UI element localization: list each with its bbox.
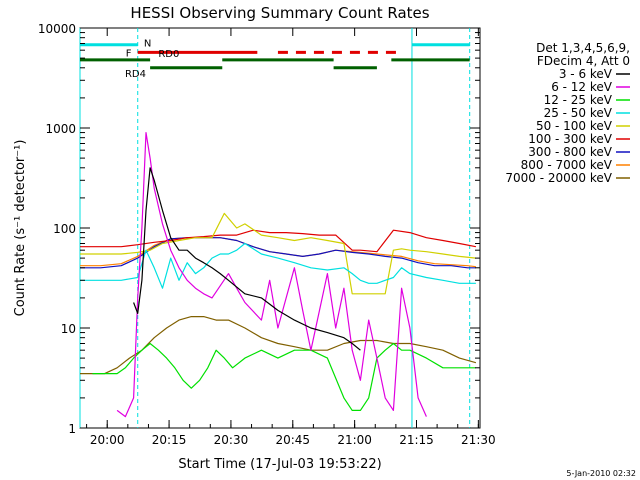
plot-timestamp: 5-Jan-2010 02:32 [566,469,636,478]
x-tick-label-20-00: 20:00 [90,433,125,447]
series-line-300-800-kev [80,237,476,269]
legend-header-line-1: Det 1,3,4,5,6,9, [536,41,630,55]
series-line-6-12-kev [116,132,427,418]
chart-title: HESSI Observing Summary Count Rates [130,4,429,22]
legend-header-line-2: FDecim 4, Att 0 [537,54,630,68]
plot-frame [79,27,481,429]
legend-label-3-6-kev: 3 - 6 keV [559,67,613,81]
y-tick-label-100: 100 [53,222,76,236]
series-line-25-50-kev [80,242,476,289]
y-tick-label-10: 10 [61,322,76,336]
series-line-100-300-kev [80,229,477,253]
legend-label-6-12-kev: 6 - 12 keV [551,80,613,94]
legend-label-100-300-kev: 100 - 300 keV [528,132,612,146]
x-tick-label-21-15: 21:15 [399,433,434,447]
legend-label-12-25-kev: 12 - 25 keV [544,93,613,107]
flag-label-n: N [144,39,151,50]
x-tick-label-21-00: 21:00 [337,433,372,447]
y-tick-label-10000: 10000 [38,22,76,36]
y-axis-label: Count Rate (s⁻¹ detector⁻¹) [13,140,28,317]
x-axis-label: Start Time (17-Jul-03 19:53:22) [178,457,381,472]
series-line-12-25-kev [92,342,476,411]
legend-label-25-50-kev: 25 - 50 keV [544,106,613,120]
x-tick-label-21-30: 21:30 [461,433,496,447]
series-line-3-6-kev [133,167,361,351]
series-line-50-100-kev [80,212,476,295]
x-tick-label-20-30: 20:30 [214,433,249,447]
axis-layer: 20:00 20:15 20:30 20:45 21:00 21:15 21:30 1 10 10… [38,22,496,447]
legend-label-7000-20000-kev: 7000 - 20000 keV [505,171,612,185]
series-layer [79,28,477,428]
legend-label-50-100-kev: 50 - 100 keV [536,119,613,133]
legend-label-300-800-kev: 300 - 800 keV [528,145,612,159]
x-tick-label-20-15: 20:15 [152,433,187,447]
y-tick-label-1000: 1000 [45,122,76,136]
x-tick-label-20-45: 20:45 [275,433,310,447]
y-tick-label-1: 1 [68,422,76,436]
flag-layer: N F RD0 RD4 [80,39,470,80]
flag-label-rd0: RD0 [158,49,179,60]
legend-label-800-7000-kev: 800 - 7000 keV [521,158,613,172]
flag-label-f: F [126,48,132,59]
flag-label-rd4: RD4 [125,69,146,80]
